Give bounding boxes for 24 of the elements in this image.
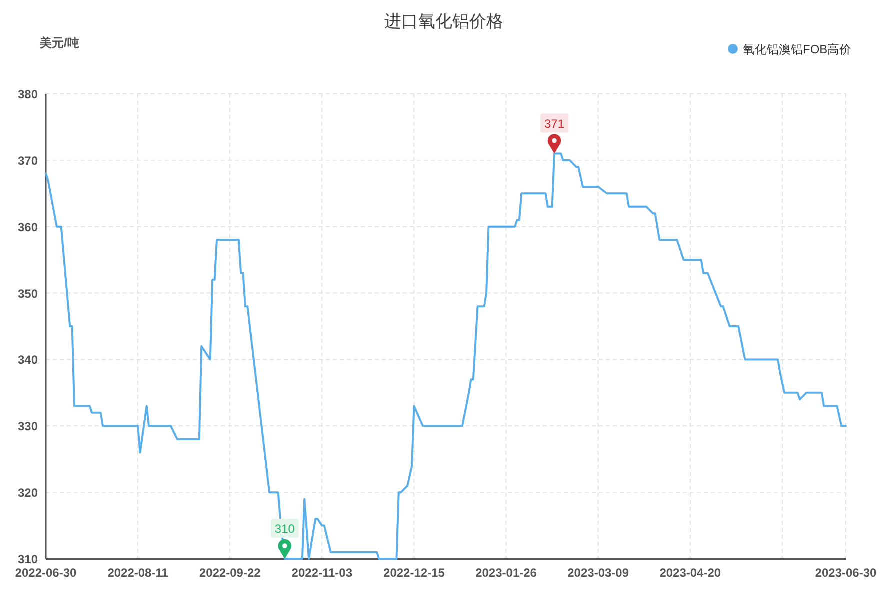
annotation-label: 371 [540, 114, 568, 133]
x-tick-label: 2022-11-03 [292, 566, 353, 580]
y-tick-label: 320 [18, 486, 38, 500]
annotation: 310 [274, 522, 296, 536]
x-tick-label: 2023-01-26 [476, 566, 537, 580]
x-tick-label: 2023-04-20 [660, 566, 722, 580]
x-tick-label: 2023-06-30 [815, 566, 877, 580]
y-tick-label: 370 [18, 154, 38, 168]
x-tick-label: 2022-06-30 [15, 566, 77, 580]
annotation-label: 310 [270, 519, 299, 538]
annotation: 371 [544, 116, 565, 131]
legend-label: 氧化铝澳铝FOB高价 [743, 42, 852, 56]
x-tick-label: 2022-09-22 [199, 566, 261, 580]
x-tick-label: 2023-03-09 [568, 566, 630, 580]
x-tick-label: 2022-12-15 [384, 566, 445, 580]
y-axis-title: 美元/吨 [40, 36, 80, 50]
y-tick-label: 340 [18, 353, 38, 368]
y-tick-label: 350 [18, 286, 38, 301]
x-tick-label: 2022-08-11 [108, 566, 168, 580]
title: 进口氧化铝价格 [384, 12, 504, 31]
y-tick-label: 380 [18, 88, 38, 102]
y-tick-label: 330 [18, 420, 38, 434]
y-tick-label: 310 [18, 552, 38, 566]
y-tick-label: 360 [18, 220, 38, 234]
